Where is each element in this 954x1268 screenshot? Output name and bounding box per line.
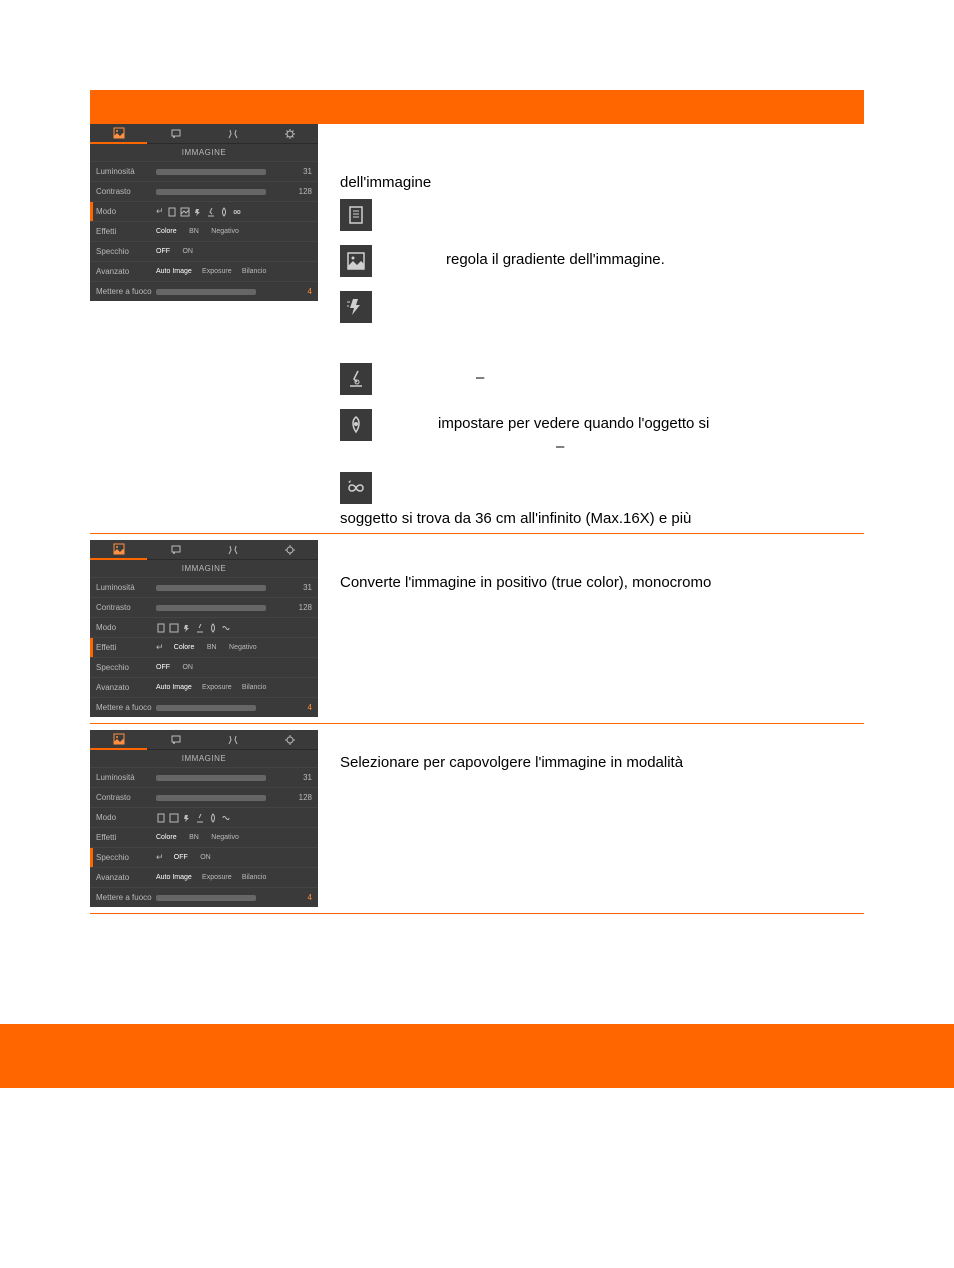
panel-tab-tools-icon[interactable] [204,540,261,560]
panel-tab-present-icon[interactable] [147,540,204,560]
mode-motion-icon[interactable] [193,207,203,217]
infinity-mode-icon [340,472,372,504]
section1-intro: dell'immagine [340,174,864,191]
panel-tab-present-icon[interactable] [147,124,204,144]
panel-row-modo[interactable]: Modo ↵ [90,201,318,221]
panel-tab-settings-icon[interactable] [261,730,318,750]
settings-panel-specchio: IMMAGINE Luminosità31 Contrasto128 Modo … [90,730,318,907]
macro-desc-line1: impostare per vedere quando l'oggetto si [386,415,709,432]
settings-panel-effetti: IMMAGINE Luminosità31 Contrasto128 Modo … [90,540,318,717]
enter-arrow-icon: ↵ [156,206,164,217]
slider-fuoco[interactable] [156,289,256,295]
panel-row-effetti[interactable]: Effetti Colore BN Negativo [90,221,318,241]
motion-mode-icon [340,291,372,323]
panel-row-contrasto[interactable]: Contrasto 128 [90,181,318,201]
settings-panel-modo: IMMAGINE Luminosità 31 Contrasto 128 Mod… [90,124,318,301]
photo-mode-icon [340,245,372,277]
photo-desc: regola il gradiente dell'immagine. [386,245,864,272]
footer-orange-bar [0,1024,954,1088]
mode-infinity-icon[interactable] [232,207,242,217]
slider-contrasto[interactable] [156,189,266,195]
panel-tab-present-icon[interactable] [147,730,204,750]
microscope-dash: – [386,363,864,390]
macro-mode-icon [340,409,372,441]
panel-title: IMMAGINE [90,144,318,161]
panel-row-specchio-sel[interactable]: Specchio↵ OFF ON [90,847,318,867]
section3-text: Selezionare per capovolgere l'immagine i… [340,754,864,771]
infinity-desc: soggetto si trova da 36 cm all'infinito … [340,510,864,527]
mode-doc-icon[interactable] [167,207,177,217]
panel-row-specchio[interactable]: Specchio OFF ON [90,241,318,261]
microscope-mode-icon [340,363,372,395]
doc-mode-icon [340,199,372,231]
mode-photo-icon[interactable] [180,207,190,217]
panel-tab-image-icon[interactable] [90,540,147,560]
section2-text: Converte l'immagine in positivo (true co… [340,574,864,591]
panel-row-fuoco[interactable]: Mettere a fuoco 4 [90,281,318,301]
panel-tab-tools-icon[interactable] [204,124,261,144]
panel-row-avanzato[interactable]: Avanzato Auto Image Exposure Bilancio [90,261,318,281]
slider-luminosita[interactable] [156,169,266,175]
panel-tab-image-icon[interactable] [90,124,147,144]
panel-tab-tools-icon[interactable] [204,730,261,750]
macro-dash: – [386,438,564,455]
panel-tab-image-icon[interactable] [90,730,147,750]
panel-row-effetti-sel[interactable]: Effetti↵ Colore BN Negativo [90,637,318,657]
panel-tab-settings-icon[interactable] [261,540,318,560]
mode-microscope-icon[interactable] [206,207,216,217]
mode-macro-icon[interactable] [219,207,229,217]
header-orange-bar [90,90,864,124]
row-effetti: IMMAGINE Luminosità31 Contrasto128 Modo … [90,534,864,724]
row-modo: IMMAGINE Luminosità 31 Contrasto 128 Mod… [90,124,864,534]
row-specchio: IMMAGINE Luminosità31 Contrasto128 Modo … [90,724,864,914]
panel-row-luminosita[interactable]: Luminosità 31 [90,161,318,181]
panel-tab-settings-icon[interactable] [261,124,318,144]
